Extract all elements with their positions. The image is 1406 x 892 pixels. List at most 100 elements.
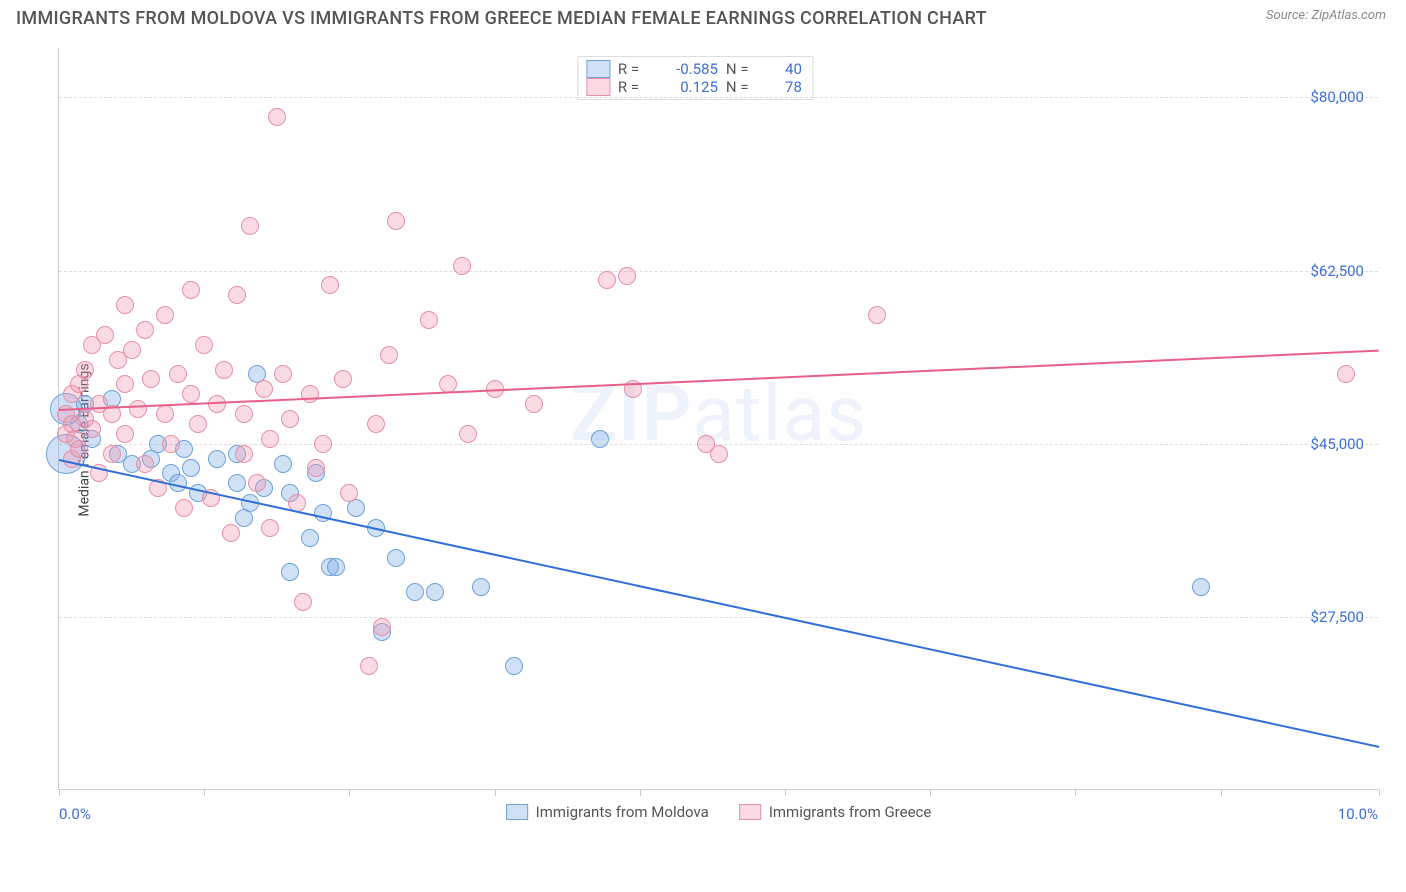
x-tick <box>1379 789 1380 796</box>
r-label: R = <box>618 78 650 96</box>
scatter-marker-greece <box>294 593 312 611</box>
y-gridline <box>59 271 1378 272</box>
scatter-marker-greece <box>162 435 180 453</box>
legend-label: Immigrants from Moldova <box>536 803 709 821</box>
scatter-marker-greece <box>598 271 616 289</box>
x-tick <box>785 789 786 796</box>
y-gridline <box>59 617 1378 618</box>
legend-swatch <box>739 804 761 820</box>
scatter-marker-greece <box>248 474 266 492</box>
scatter-marker-greece <box>235 445 253 463</box>
scatter-marker-greece <box>459 425 477 443</box>
scatter-marker-greece <box>70 440 88 458</box>
scatter-marker-greece <box>241 217 259 235</box>
correlation-legend: R = -0.585 N = 40R = 0.125 N = 78 <box>577 56 813 100</box>
scatter-marker-greece <box>868 306 886 324</box>
scatter-marker-moldova <box>406 583 424 601</box>
scatter-marker-greece <box>103 445 121 463</box>
legend-swatch <box>586 78 610 96</box>
legend-item-moldova: Immigrants from Moldova <box>506 803 709 821</box>
scatter-marker-greece <box>136 455 154 473</box>
scatter-marker-greece <box>367 415 385 433</box>
scatter-marker-greece <box>387 212 405 230</box>
scatter-marker-moldova <box>301 529 319 547</box>
scatter-marker-greece <box>1337 365 1355 383</box>
scatter-marker-greece <box>123 341 141 359</box>
scatter-marker-moldova <box>327 558 345 576</box>
scatter-marker-greece <box>83 420 101 438</box>
scatter-marker-greece <box>340 484 358 502</box>
scatter-marker-greece <box>321 276 339 294</box>
x-axis-max-label: 10.0% <box>1338 805 1378 823</box>
trend-line-moldova <box>59 459 1379 748</box>
scatter-marker-greece <box>380 346 398 364</box>
scatter-marker-moldova <box>208 450 226 468</box>
scatter-marker-moldova <box>387 549 405 567</box>
x-tick <box>349 789 350 796</box>
scatter-marker-greece <box>618 267 636 285</box>
scatter-marker-greece <box>76 361 94 379</box>
scatter-marker-greece <box>360 657 378 675</box>
chart-title: IMMIGRANTS FROM MOLDOVA VS IMMIGRANTS FR… <box>16 8 987 29</box>
scatter-marker-greece <box>255 380 273 398</box>
scatter-marker-greece <box>314 435 332 453</box>
scatter-marker-moldova <box>228 474 246 492</box>
scatter-marker-greece <box>274 365 292 383</box>
series-legend: Immigrants from Moldova Immigrants from G… <box>506 803 932 821</box>
scatter-marker-greece <box>281 410 299 428</box>
scatter-marker-greece <box>710 445 728 463</box>
x-tick <box>204 789 205 796</box>
scatter-marker-greece <box>169 365 187 383</box>
x-tick <box>1221 789 1222 796</box>
scatter-marker-greece <box>307 459 325 477</box>
source-name: ZipAtlas.com <box>1311 8 1386 23</box>
scatter-marker-greece <box>235 405 253 423</box>
chart-container: Median Female Earnings ZIPatlas R =-0.58… <box>14 40 1392 840</box>
scatter-marker-greece <box>373 618 391 636</box>
x-tick <box>930 789 931 796</box>
scatter-marker-greece <box>156 405 174 423</box>
n-value: 78 <box>766 78 802 96</box>
x-tick <box>495 789 496 796</box>
r-value: -0.585 <box>658 60 718 78</box>
x-axis-min-label: 0.0% <box>59 805 91 823</box>
scatter-marker-greece <box>182 281 200 299</box>
scatter-marker-greece <box>228 286 246 304</box>
source-attribution: Source: ZipAtlas.com <box>1266 8 1386 23</box>
scatter-marker-greece <box>453 257 471 275</box>
scatter-marker-greece <box>96 326 114 344</box>
scatter-marker-greece <box>136 321 154 339</box>
plot-area: ZIPatlas R =-0.585N =40R =0.125N =78 Imm… <box>58 48 1378 790</box>
r-value: 0.125 <box>658 78 718 96</box>
scatter-marker-greece <box>142 370 160 388</box>
legend-item-greece: Immigrants from Greece <box>739 803 932 821</box>
scatter-marker-greece <box>116 375 134 393</box>
scatter-marker-greece <box>268 108 286 126</box>
y-tick-label: $45,000 <box>1310 435 1364 453</box>
scatter-marker-greece <box>195 336 213 354</box>
legend-swatch <box>506 804 528 820</box>
scatter-marker-greece <box>156 306 174 324</box>
correlation-row-moldova: R =-0.585N =40 <box>586 60 802 78</box>
scatter-marker-greece <box>175 499 193 517</box>
correlation-row-greece: R = 0.125 N = 78 <box>586 78 802 96</box>
scatter-marker-greece <box>189 415 207 433</box>
n-value: 40 <box>766 60 802 78</box>
scatter-marker-greece <box>129 400 147 418</box>
n-label: N = <box>726 78 758 96</box>
scatter-marker-moldova <box>472 578 490 596</box>
x-tick <box>1075 789 1076 796</box>
scatter-marker-greece <box>215 361 233 379</box>
scatter-marker-greece <box>116 425 134 443</box>
x-tick <box>59 789 60 796</box>
y-tick-label: $62,500 <box>1310 262 1364 280</box>
scatter-marker-greece <box>222 524 240 542</box>
r-label: R = <box>618 60 650 78</box>
scatter-marker-moldova <box>426 583 444 601</box>
scatter-marker-greece <box>261 430 279 448</box>
scatter-marker-greece <box>116 296 134 314</box>
y-tick-label: $27,500 <box>1310 608 1364 626</box>
source-label: Source: <box>1266 8 1311 23</box>
scatter-marker-moldova <box>1192 578 1210 596</box>
scatter-marker-greece <box>420 311 438 329</box>
